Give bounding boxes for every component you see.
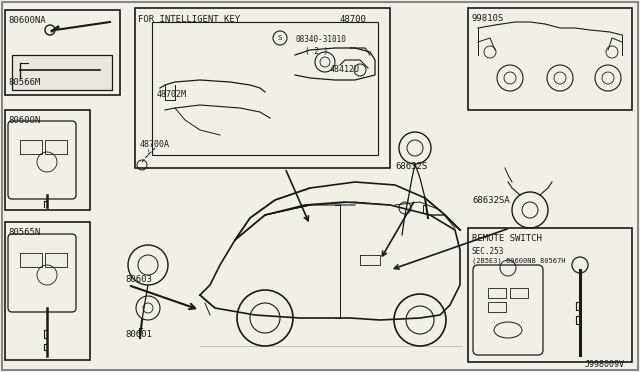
Text: 68632SA: 68632SA [472,196,509,205]
Text: J998009V: J998009V [585,360,625,369]
Text: (2B5E3) 80600NB 80567H: (2B5E3) 80600NB 80567H [472,258,566,264]
Bar [468,228,632,362]
Text: ( 2 ): ( 2 ) [305,47,328,56]
Text: 48412U: 48412U [330,65,360,74]
Text: 80600NA: 80600NA [8,16,45,25]
Bar [45,253,67,267]
Bar [12,55,112,90]
Text: S: S [278,35,282,41]
Text: 48702M: 48702M [157,90,187,99]
Text: 08340-31010: 08340-31010 [295,35,346,44]
Text: 80603: 80603 [125,275,152,284]
Text: REMOTE SWITCH: REMOTE SWITCH [472,234,542,243]
Bar [488,302,506,312]
Text: 80566M: 80566M [8,78,40,87]
Text: 48700: 48700 [340,15,367,24]
Bar [135,8,390,168]
Text: 99810S: 99810S [472,14,504,23]
Text: 68632S: 68632S [395,162,428,171]
Bar [5,222,90,360]
Bar [20,253,42,267]
Text: 48700A: 48700A [140,140,170,149]
Text: FOR INTELLIGENT KEY: FOR INTELLIGENT KEY [138,15,240,24]
Text: 80565N: 80565N [8,228,40,237]
Bar [5,10,120,95]
Bar [510,288,528,298]
Bar [488,288,506,298]
Bar [468,8,632,110]
Bar [152,22,378,155]
Bar [5,110,90,210]
Bar [20,140,42,154]
Text: 80600N: 80600N [8,116,40,125]
Text: 80601: 80601 [125,330,152,339]
Bar [45,140,67,154]
Text: SEC.253: SEC.253 [472,247,504,256]
